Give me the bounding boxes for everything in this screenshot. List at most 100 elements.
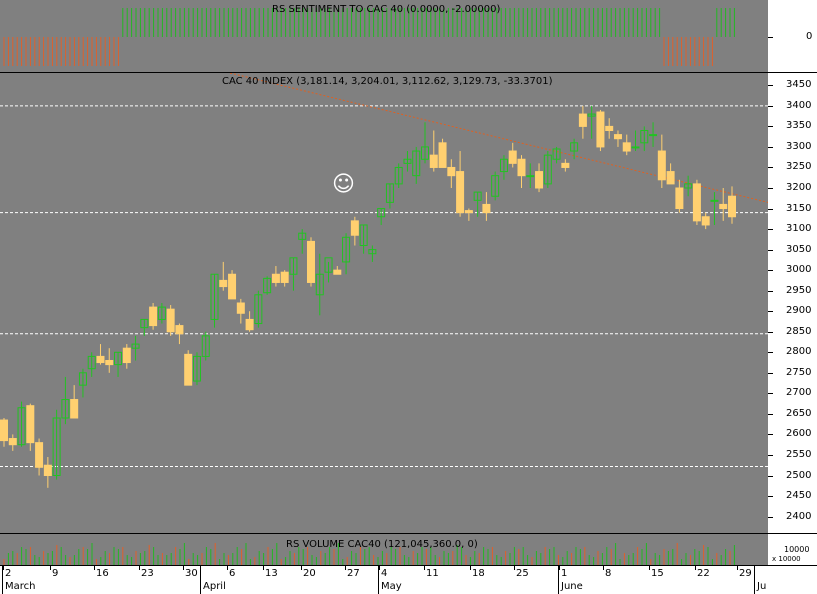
price-axis-tick [768,270,773,272]
candle-body [306,240,315,283]
date-label: 15 [651,568,664,579]
date-label: 9 [52,568,59,579]
candle-body [105,360,114,366]
price-axis-label: 3400 [786,99,812,111]
price-axis-tick [768,454,773,456]
volume-histogram [3,543,735,565]
candle-body [201,335,210,357]
sentiment-histogram [3,8,735,66]
date-tick [227,566,228,570]
candle-body [499,158,508,173]
price-axis-label: 2800 [786,346,812,358]
candle-body [78,372,87,386]
date-label: 27 [347,568,360,579]
smiley-icon[interactable]: ☺ [332,172,355,197]
candle-body [114,351,123,366]
date-tick [3,566,4,570]
candle-body [394,166,403,185]
candle-body [552,148,561,160]
candle-body [429,154,438,168]
candle-body [377,208,386,218]
date-label: 4 [381,568,388,579]
candle-body [613,134,622,140]
price-axis-label: 2450 [786,490,812,502]
date-label: 22 [697,568,710,579]
candle-body [543,154,552,185]
candle-body [368,249,377,255]
price-axis-tick [768,311,773,313]
candle-body [192,355,201,382]
price-axis-label: 2900 [786,305,812,317]
candle-body [254,294,263,325]
date-tick [183,566,184,570]
candle-body [61,399,70,419]
price-axis-label: 3200 [786,182,812,193]
candle-body [157,306,166,320]
candle-body [640,130,649,144]
candle-body [280,271,289,283]
candle-body [333,269,342,275]
month-label: June [561,581,583,592]
candle-body [587,113,596,117]
candle-body [578,113,587,127]
date-tick [379,566,380,570]
panel-divider [0,533,817,534]
date-tick [470,566,471,570]
candle-body [350,220,359,236]
month-separator [378,566,379,594]
price-axis-tick [768,126,773,128]
sentiment-panel[interactable]: RS SENTIMENT TO CAC 40 (0.0000, -2.00000… [0,0,768,72]
candle-body [43,464,52,477]
candle-body [70,399,79,419]
price-axis-label: 3300 [786,140,812,152]
candle-body [438,142,447,168]
date-label: 18 [472,568,485,579]
month-label: April [203,581,226,592]
date-label: 6 [229,568,236,579]
candle-body [482,203,491,214]
date-tick [139,566,140,570]
sentiment-axis: 0 [768,0,817,72]
candle-body [508,150,517,164]
price-axis-tick [768,516,773,518]
candle-body [35,442,44,468]
candle-body [701,216,710,226]
candle-body [657,150,666,181]
month-separator [558,566,559,594]
volume-title: RS VOLUME CAC40 (121,045,360.0, 0) [286,539,478,550]
date-tick [649,566,650,570]
price-panel[interactable]: CAC 40 INDEX (3,181.14, 3,204.01, 3,112.… [0,73,768,533]
candle-body [96,355,105,364]
volume-axis: 10000 x 10000 [768,534,817,565]
price-axis-label: 3150 [786,202,812,214]
candle-body [184,353,193,386]
candle-body [631,146,640,149]
candle-body [263,277,272,294]
price-axis-label: 3000 [786,264,812,276]
volume-panel[interactable]: RS VOLUME CAC40 (121,045,360.0, 0) [0,534,768,565]
date-tick [263,566,264,570]
date-tick [301,566,302,570]
candle-body [728,195,736,218]
price-axis-tick [768,208,773,210]
candle-body [324,257,333,273]
candle-body [8,438,17,446]
price-axis-label: 3050 [786,243,812,255]
candle-body [535,171,544,189]
price-axis-tick [768,167,773,169]
candle-body [561,162,570,168]
trend-line [229,73,768,203]
date-tick [559,566,560,570]
price-axis-label: 3100 [786,223,812,235]
date-label: 1 [561,568,568,579]
candle-body [289,257,298,275]
month-separator [2,566,3,594]
sentiment-axis-label: 0 [806,31,813,42]
candle-body [245,318,254,331]
price-axis-label: 3250 [786,161,812,173]
candle-body [684,183,693,189]
volume-axis-unit: x 10000 [772,555,801,563]
candle-body [456,171,465,214]
candle-body [131,343,140,349]
candle-body [517,158,526,177]
